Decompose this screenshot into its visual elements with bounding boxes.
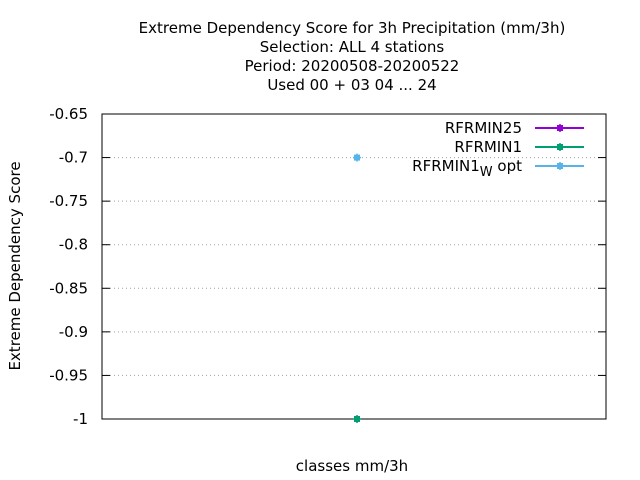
legend-item: RFRMIN1 [454, 138, 584, 156]
legend-label: RFRMIN1 [454, 138, 522, 156]
y-axis-label: Extreme Dependency Score [6, 161, 24, 370]
legend-label: RFRMIN25 [445, 119, 522, 137]
y-tick-label: -0.8 [59, 236, 88, 254]
data-point [353, 153, 361, 162]
legend-item: RFRMIN25 [445, 119, 584, 137]
legend-item: RFRMIN1W opt [412, 157, 584, 180]
y-tick-label: -0.85 [49, 279, 88, 297]
y-tick-label: -0.65 [49, 105, 88, 123]
y-tick-label: -0.95 [49, 366, 88, 384]
y-axis: -0.65 -0.7 -0.75 -0.8 -0.85 -0.9 -0.95 -1 [49, 105, 606, 428]
x-axis-label: classes mm/3h [296, 457, 408, 475]
legend-swatch [535, 162, 584, 170]
title-line: Extreme Dependency Score for 3h Precipit… [139, 19, 566, 37]
legend-swatch [535, 124, 584, 132]
legend-swatch [535, 143, 584, 151]
chart-title: Extreme Dependency Score for 3h Precipit… [139, 19, 566, 94]
y-tick-label: -0.9 [59, 323, 88, 341]
y-tick-label: -0.7 [59, 149, 88, 167]
legend-label: RFRMIN1W opt [412, 157, 522, 180]
title-line: Used 00 + 03 04 ... 24 [267, 76, 436, 94]
title-line: Period: 20200508-20200522 [245, 57, 460, 75]
y-tick-label: -1 [73, 410, 88, 428]
data-points [353, 153, 361, 423]
grid [102, 157, 606, 376]
title-line: Selection: ALL 4 stations [260, 38, 445, 56]
data-point [353, 415, 361, 423]
y-tick-label: -0.75 [49, 192, 88, 210]
